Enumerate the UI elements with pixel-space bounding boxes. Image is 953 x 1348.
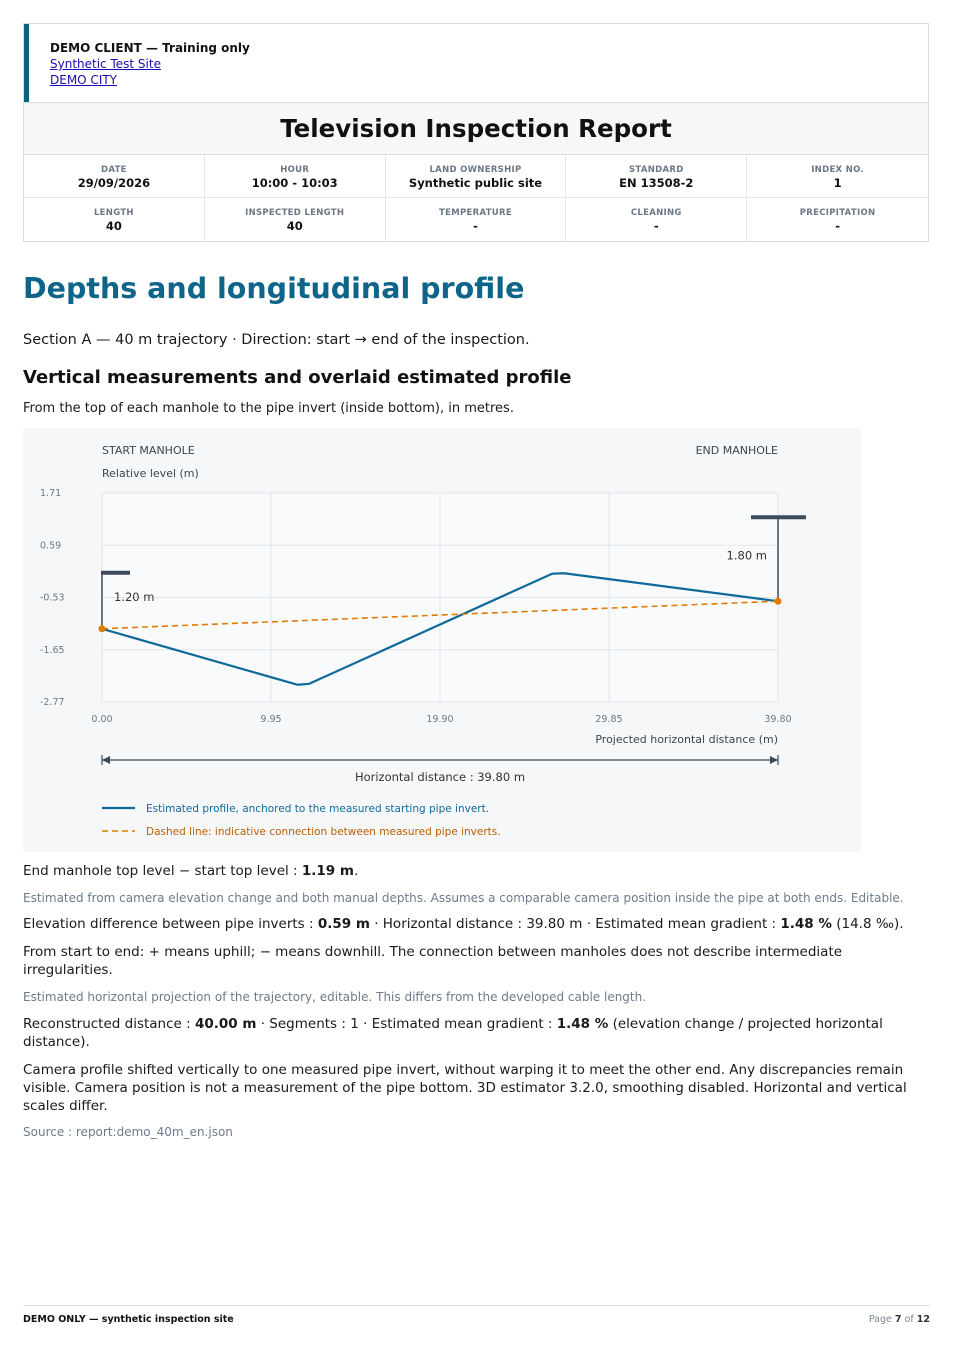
note-camera: Camera profile shifted vertically to one…: [23, 1062, 907, 1114]
meta-inspected-length: INSPECTED LENGTH 40: [205, 198, 386, 241]
distance-label: Horizontal distance : 39.80 m: [355, 770, 525, 784]
meta-date: DATE 29/09/2026: [24, 155, 205, 198]
city-link[interactable]: DEMO CITY: [50, 73, 118, 87]
y-tick-label: 0.59: [40, 540, 61, 551]
end-depth-label: 1.80 m: [727, 548, 767, 562]
distance-arrow-end: [770, 756, 778, 764]
y-tick-label: -1.65: [40, 645, 65, 656]
section-intro: Section A — 40 m trajectory · Direction:…: [23, 332, 530, 348]
note-top-level: End manhole top level − start top level …: [23, 863, 359, 879]
meta-precipitation: PRECIPITATION -: [799, 208, 876, 233]
site-link[interactable]: Synthetic Test Site: [50, 57, 161, 71]
subsection-desc: From the top of each manhole to the pipe…: [23, 401, 514, 416]
note-direction: From start to end: + means uphill; − mea…: [23, 944, 843, 978]
x-tick-label: 9.95: [260, 714, 281, 725]
end-manhole-label: END MANHOLE: [696, 444, 778, 457]
note-estimation: Estimated from camera elevation change a…: [23, 891, 904, 905]
meta-land-ownership: LAND OWNERSHIP Synthetic public site: [385, 155, 567, 198]
estimated-profile-line: [101, 572, 779, 686]
x-tick-label: 29.85: [595, 714, 622, 725]
y-tick-label: -2.77: [40, 697, 65, 708]
distance-arrow-start: [102, 756, 110, 764]
dashed-connection-line: [101, 600, 779, 630]
end-invert-point: [774, 597, 782, 605]
meta-grid: DATE 29/09/2026 HOUR 10:00 - 10:03 LAND OW…: [24, 155, 928, 241]
x-axis-label: Projected horizontal distance (m): [595, 733, 778, 746]
page-number: Page 7 of 12: [868, 1314, 930, 1325]
meta-hour: HOUR 10:00 - 10:03: [204, 155, 386, 198]
y-axis-label: Relative level (m): [102, 467, 199, 480]
footer-disclaimer: DEMO ONLY — synthetic inspection site: [23, 1314, 234, 1325]
legend-solid-label: Estimated profile, anchored to the measu…: [146, 803, 489, 815]
client-block: DEMO CLIENT — Training only Synthetic Te…: [24, 24, 928, 102]
x-tick-label: 0.00: [91, 714, 112, 725]
start-invert-point: [98, 625, 106, 633]
page-footer: DEMO ONLY — synthetic inspection site Pa…: [23, 1305, 930, 1325]
report-title: Television Inspection Report: [24, 102, 928, 155]
note-projection: Estimated horizontal projection of the t…: [23, 990, 647, 1004]
section-title: Depths and longitudinal profile: [23, 272, 525, 305]
profile-chart: 1.71 0.59 -0.53 -1.65 -2.77 0.00 9.95 19.90 29.8…: [23, 428, 861, 852]
x-tick-label: 19.90: [426, 714, 453, 725]
report-header: DEMO CLIENT — Training only Synthetic Te…: [23, 23, 929, 242]
x-tick-label: 39.80: [764, 714, 791, 725]
subsection-title: Vertical measurements and overlaid estim…: [23, 367, 572, 388]
note-reconstructed: Reconstructed distance : 40.00 m · Segme…: [23, 1016, 883, 1050]
meta-length: LENGTH 40: [24, 198, 205, 241]
note-elevation: Elevation difference between pipe invert…: [23, 916, 904, 932]
legend-dashed-label: Dashed line: indicative connection betwe…: [146, 826, 501, 838]
start-manhole-label: START MANHOLE: [102, 444, 195, 457]
profile-chart-svg: 1.71 0.59 -0.53 -1.65 -2.77 0.00 9.95 19.90 29.8…: [40, 444, 806, 838]
client-name: DEMO CLIENT — Training only: [50, 41, 250, 55]
meta-cleaning: CLEANING -: [566, 198, 748, 241]
meta-standard: STANDARD EN 13508-2: [566, 155, 748, 198]
meta-index: INDEX NO. 1: [747, 155, 928, 198]
y-tick-label: -0.53: [40, 593, 65, 604]
meta-temperature: TEMPERATURE -: [386, 198, 567, 241]
note-source: Source : report:demo_40m_en.json: [23, 1125, 233, 1139]
y-tick-label: 1.71: [40, 488, 61, 499]
notes: End manhole top level − start top level …: [23, 861, 933, 1141]
start-depth-label: 1.20 m: [114, 590, 154, 604]
